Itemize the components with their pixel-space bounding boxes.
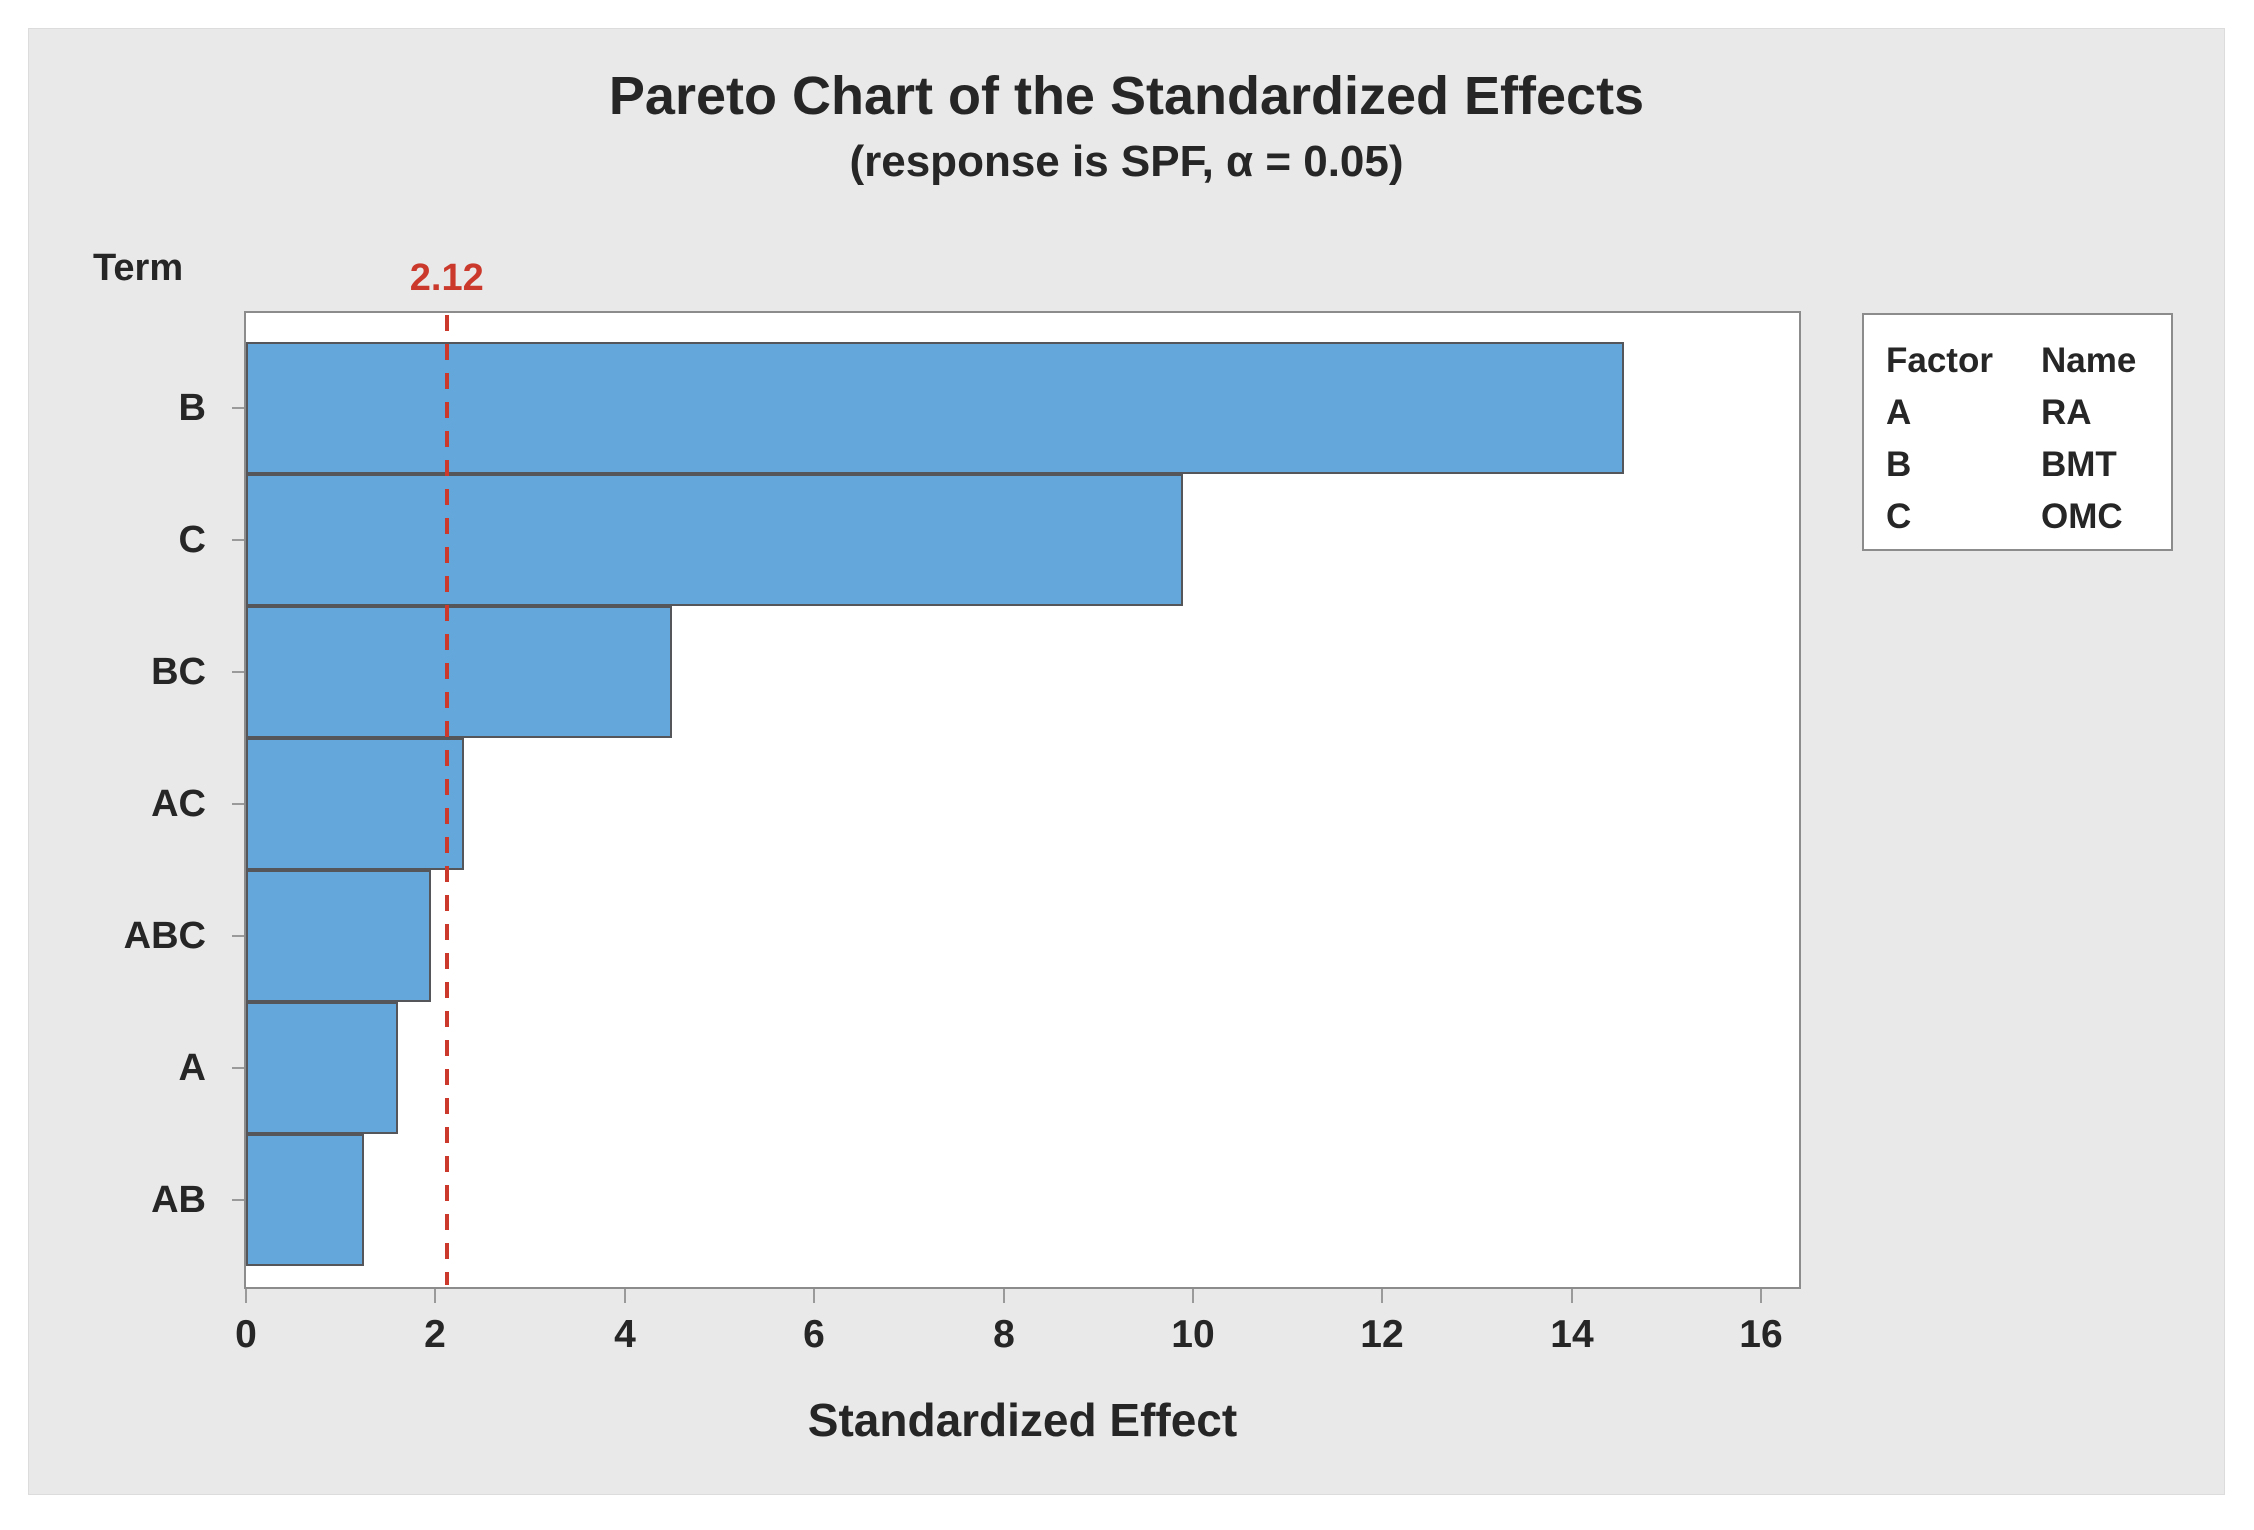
y-axis-title: Term bbox=[93, 247, 184, 289]
y-tick bbox=[232, 407, 244, 409]
x-tick bbox=[1760, 1289, 1762, 1303]
legend-name: RA bbox=[2041, 393, 2092, 432]
legend-header: Factor Name bbox=[1886, 335, 2171, 387]
reference-line bbox=[445, 315, 449, 1285]
x-tick bbox=[434, 1289, 436, 1303]
x-tick-label: 12 bbox=[1360, 1313, 1404, 1356]
legend-factor: A bbox=[1886, 393, 1912, 432]
bar-AB bbox=[246, 1134, 364, 1266]
x-tick bbox=[1571, 1289, 1573, 1303]
legend-factor: C bbox=[1886, 497, 1912, 536]
x-tick-label: 6 bbox=[803, 1313, 825, 1356]
y-category-label-B: B bbox=[178, 387, 206, 429]
chart-title: Pareto Chart of the Standardized Effects bbox=[608, 66, 1645, 126]
chart-region: Pareto Chart of the Standardized Effects… bbox=[28, 28, 2225, 1495]
y-tick bbox=[232, 539, 244, 541]
bar-B bbox=[246, 342, 1624, 474]
y-tick bbox=[232, 1199, 244, 1201]
legend-name: OMC bbox=[2041, 497, 2123, 536]
y-tick bbox=[232, 1067, 244, 1069]
bar-AC bbox=[246, 738, 464, 870]
y-category-label-A: A bbox=[178, 1047, 206, 1089]
bar-C bbox=[246, 474, 1183, 606]
x-tick bbox=[1381, 1289, 1383, 1303]
legend-factor: B bbox=[1886, 445, 1912, 484]
legend: Factor Name A RA B BMT C OMC bbox=[1862, 313, 2173, 551]
x-tick bbox=[245, 1289, 247, 1303]
chart-subtitle: (response is SPF, α = 0.05) bbox=[849, 137, 1404, 186]
bar-ABC bbox=[246, 870, 431, 1002]
legend-row: A RA bbox=[1886, 387, 2171, 439]
x-tick-label: 2 bbox=[424, 1313, 446, 1356]
legend-header-name: Name bbox=[2041, 341, 2137, 380]
y-category-label-AC: AC bbox=[151, 783, 206, 825]
x-tick-label: 16 bbox=[1739, 1313, 1783, 1356]
y-category-label-AB: AB bbox=[151, 1179, 206, 1221]
x-axis-title: Standardized Effect bbox=[807, 1394, 1238, 1446]
x-tick bbox=[813, 1289, 815, 1303]
legend-name: BMT bbox=[2041, 445, 2117, 484]
bar-A bbox=[246, 1002, 398, 1134]
x-tick-label: 10 bbox=[1171, 1313, 1215, 1356]
legend-header-factor: Factor bbox=[1886, 341, 1993, 380]
y-tick bbox=[232, 671, 244, 673]
legend-row: B BMT bbox=[1886, 439, 2171, 491]
y-category-label-BC: BC bbox=[151, 651, 206, 693]
x-tick-label: 14 bbox=[1550, 1313, 1594, 1356]
plot-area bbox=[244, 311, 1801, 1289]
y-category-label-C: C bbox=[178, 519, 206, 561]
x-tick-label: 4 bbox=[614, 1313, 636, 1356]
x-tick-label: 0 bbox=[235, 1313, 257, 1356]
x-tick bbox=[624, 1289, 626, 1303]
x-tick bbox=[1003, 1289, 1005, 1303]
y-tick bbox=[232, 803, 244, 805]
reference-line-label: 2.12 bbox=[409, 257, 484, 299]
bar-BC bbox=[246, 606, 672, 738]
y-category-label-ABC: ABC bbox=[123, 915, 206, 957]
x-tick bbox=[1192, 1289, 1194, 1303]
legend-row: C OMC bbox=[1886, 491, 2171, 543]
x-tick-label: 8 bbox=[993, 1313, 1015, 1356]
y-tick bbox=[232, 935, 244, 937]
